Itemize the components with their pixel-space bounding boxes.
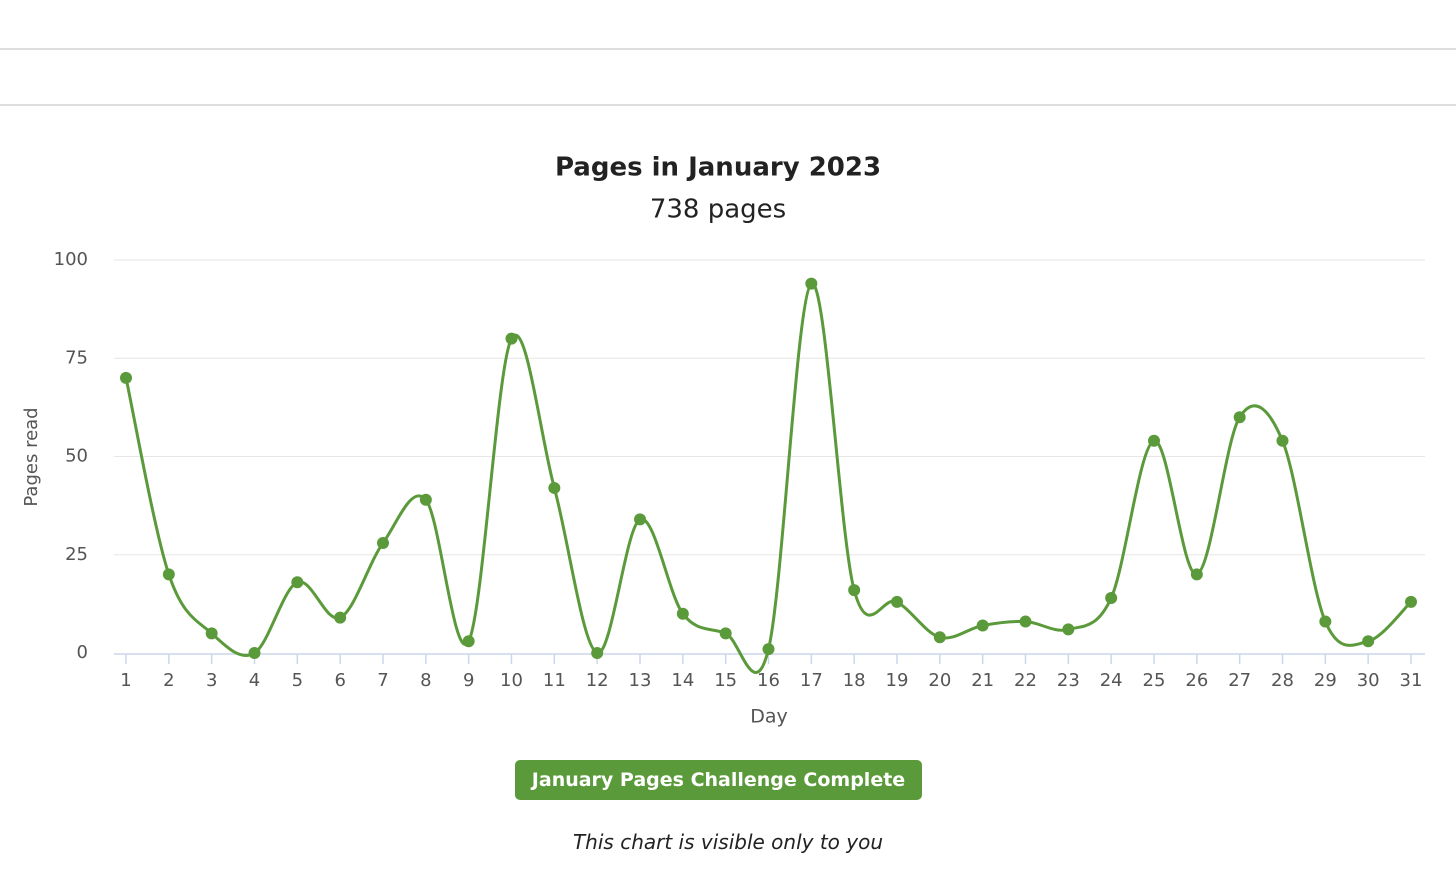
x-tick-label: 2 — [163, 670, 174, 691]
x-tick-label: 30 — [1357, 670, 1380, 691]
point — [976, 619, 989, 632]
point — [1105, 591, 1118, 604]
x-tick-label: 6 — [334, 670, 345, 691]
point — [1405, 595, 1417, 608]
x-tick-label: 17 — [800, 670, 823, 691]
point — [1062, 623, 1075, 636]
challenge-button[interactable]: January Pages Challenge Complete — [515, 760, 922, 800]
y-tick-label: 50 — [65, 446, 88, 467]
y-tick-label: 100 — [54, 249, 88, 270]
x-axis-label: Day — [750, 706, 788, 728]
x-tick-label: 7 — [377, 670, 388, 691]
chart-title: Pages in January 2023 — [555, 153, 881, 183]
point — [848, 584, 861, 597]
point — [548, 481, 561, 494]
point — [248, 647, 261, 659]
x-tick-label: 31 — [1400, 670, 1423, 691]
x-tick-label: 5 — [292, 670, 303, 691]
point — [291, 576, 304, 589]
point — [591, 647, 604, 659]
point — [505, 332, 518, 345]
x-tick-label: 23 — [1057, 670, 1080, 691]
point — [676, 607, 689, 620]
x-tick-label: 12 — [586, 670, 609, 691]
line — [124, 282, 1413, 674]
point — [334, 611, 347, 624]
x-tick-label: 28 — [1271, 670, 1294, 691]
visibility-note: This chart is visible only to you — [572, 830, 884, 854]
x-tick-label: 29 — [1314, 670, 1337, 691]
x-tick-label: 13 — [629, 670, 652, 691]
point — [1233, 411, 1246, 424]
point — [1148, 434, 1160, 447]
x-tick-label: 21 — [971, 670, 994, 691]
point — [1190, 568, 1203, 581]
point — [120, 371, 132, 384]
point — [805, 277, 818, 290]
x-tick-label: 8 — [420, 670, 431, 691]
x-tick-label: 19 — [886, 670, 909, 691]
x-tick-label: 15 — [714, 670, 737, 691]
point — [1019, 615, 1032, 628]
y-axis-label: Pages read — [21, 407, 42, 506]
x-tick-label: 4 — [249, 670, 260, 691]
y-tick-label: 25 — [65, 544, 88, 565]
x-tick-label: 20 — [928, 670, 951, 691]
x-tick-label: 1 — [120, 670, 131, 691]
point — [205, 627, 218, 640]
x-tick-label: 14 — [671, 670, 694, 691]
point — [719, 627, 732, 640]
x-tick-label: 10 — [500, 670, 523, 691]
y-tick-label: 75 — [65, 347, 88, 368]
chart-subtitle: 738 pages — [650, 195, 786, 225]
x-tick-label: 25 — [1143, 670, 1166, 691]
x-tick-label: 9 — [463, 670, 474, 691]
x-tick-label: 27 — [1228, 670, 1251, 691]
x-tick-label: 3 — [206, 670, 217, 691]
point — [1276, 434, 1289, 447]
point — [762, 643, 775, 656]
x-tick-label: 16 — [757, 670, 780, 691]
x-tick-label: 22 — [1014, 670, 1037, 691]
x-tick-label: 24 — [1100, 670, 1123, 691]
x-tick-label: 18 — [843, 670, 866, 691]
point — [162, 568, 175, 581]
point — [891, 595, 903, 608]
point — [1319, 615, 1332, 628]
point — [933, 631, 946, 644]
chart: Pages in January 2023 738 pages Pages re… — [0, 48, 1456, 728]
x-tick-label: 26 — [1185, 670, 1208, 691]
point — [377, 536, 389, 549]
point — [419, 493, 432, 506]
point — [634, 513, 646, 526]
point — [1362, 635, 1375, 648]
y-tick-label: 0 — [77, 642, 88, 663]
x-tick-label: 11 — [543, 670, 566, 691]
point — [462, 635, 475, 648]
